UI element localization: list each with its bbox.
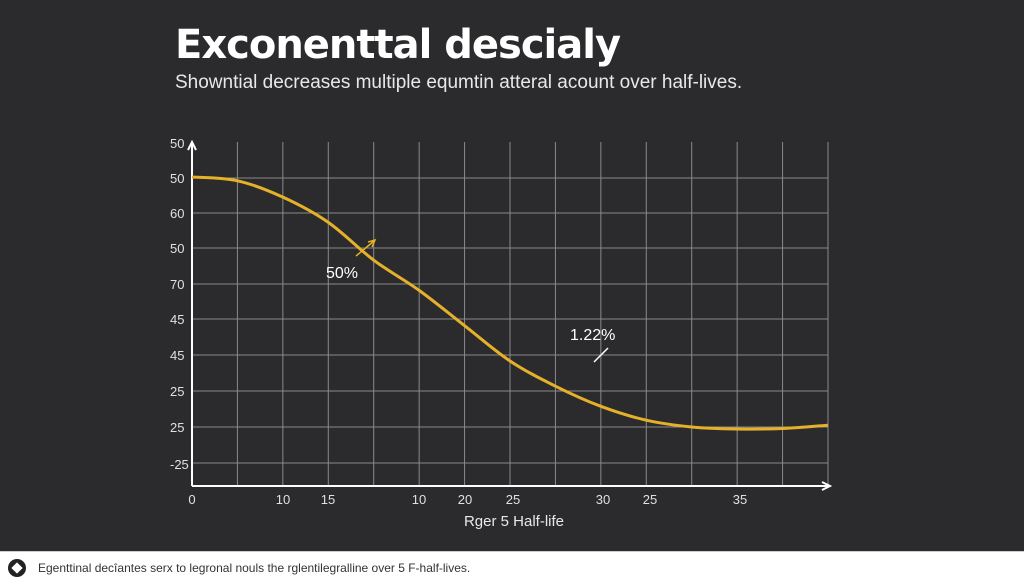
x-tick-label: 20	[458, 492, 472, 507]
x-tick-label: 30	[596, 492, 610, 507]
x-tick-label: 10	[412, 492, 426, 507]
chart-title: Exconenttal descialy	[175, 22, 621, 68]
x-tick-label: 0	[188, 492, 195, 507]
decay-curve	[191, 175, 829, 431]
y-tick-label: 25	[170, 420, 184, 435]
y-tick-label: 25	[170, 384, 184, 399]
compass-icon	[8, 559, 26, 577]
chart-subtitle: Showntial decreases multiple equmtin att…	[175, 72, 743, 93]
annotation-arrow	[593, 347, 609, 363]
footer-caption: Egenttinal decîantes serx to legronal no…	[38, 561, 471, 575]
x-tick-label: 15	[321, 492, 335, 507]
y-tick-label: 45	[170, 312, 184, 327]
x-tick-label: 25	[643, 492, 657, 507]
chart-area: 50 50 60 50 70 45 45 25 25 -25 0 10 15 10 20 25 30 25 35 Rg…	[170, 136, 833, 530]
x-tick-label: 35	[733, 492, 747, 507]
annotation-label: 50%	[326, 265, 358, 282]
x-axis-arrow-icon	[821, 481, 833, 491]
x-tick-label: 25	[506, 492, 520, 507]
x-tick-label: 10	[276, 492, 290, 507]
y-tick-label: 50	[170, 171, 184, 186]
y-tick-label: -25	[170, 457, 189, 472]
annotation-arrow	[355, 240, 375, 257]
y-tick-label: 45	[170, 348, 184, 363]
y-tick-label: 70	[170, 277, 184, 292]
y-tick-label: 60	[170, 206, 184, 221]
footer-caption-bar: Egenttinal decîantes serx to legronal no…	[0, 551, 1024, 586]
arrow-head-icon	[367, 238, 377, 248]
annotation-label: 1.22%	[570, 327, 615, 344]
y-tick-label: 50	[170, 136, 184, 151]
y-tick-label: 50	[170, 241, 184, 256]
y-axis-arrow-icon	[187, 139, 197, 151]
x-axis-label: Rger 5 Half-life	[464, 513, 564, 530]
